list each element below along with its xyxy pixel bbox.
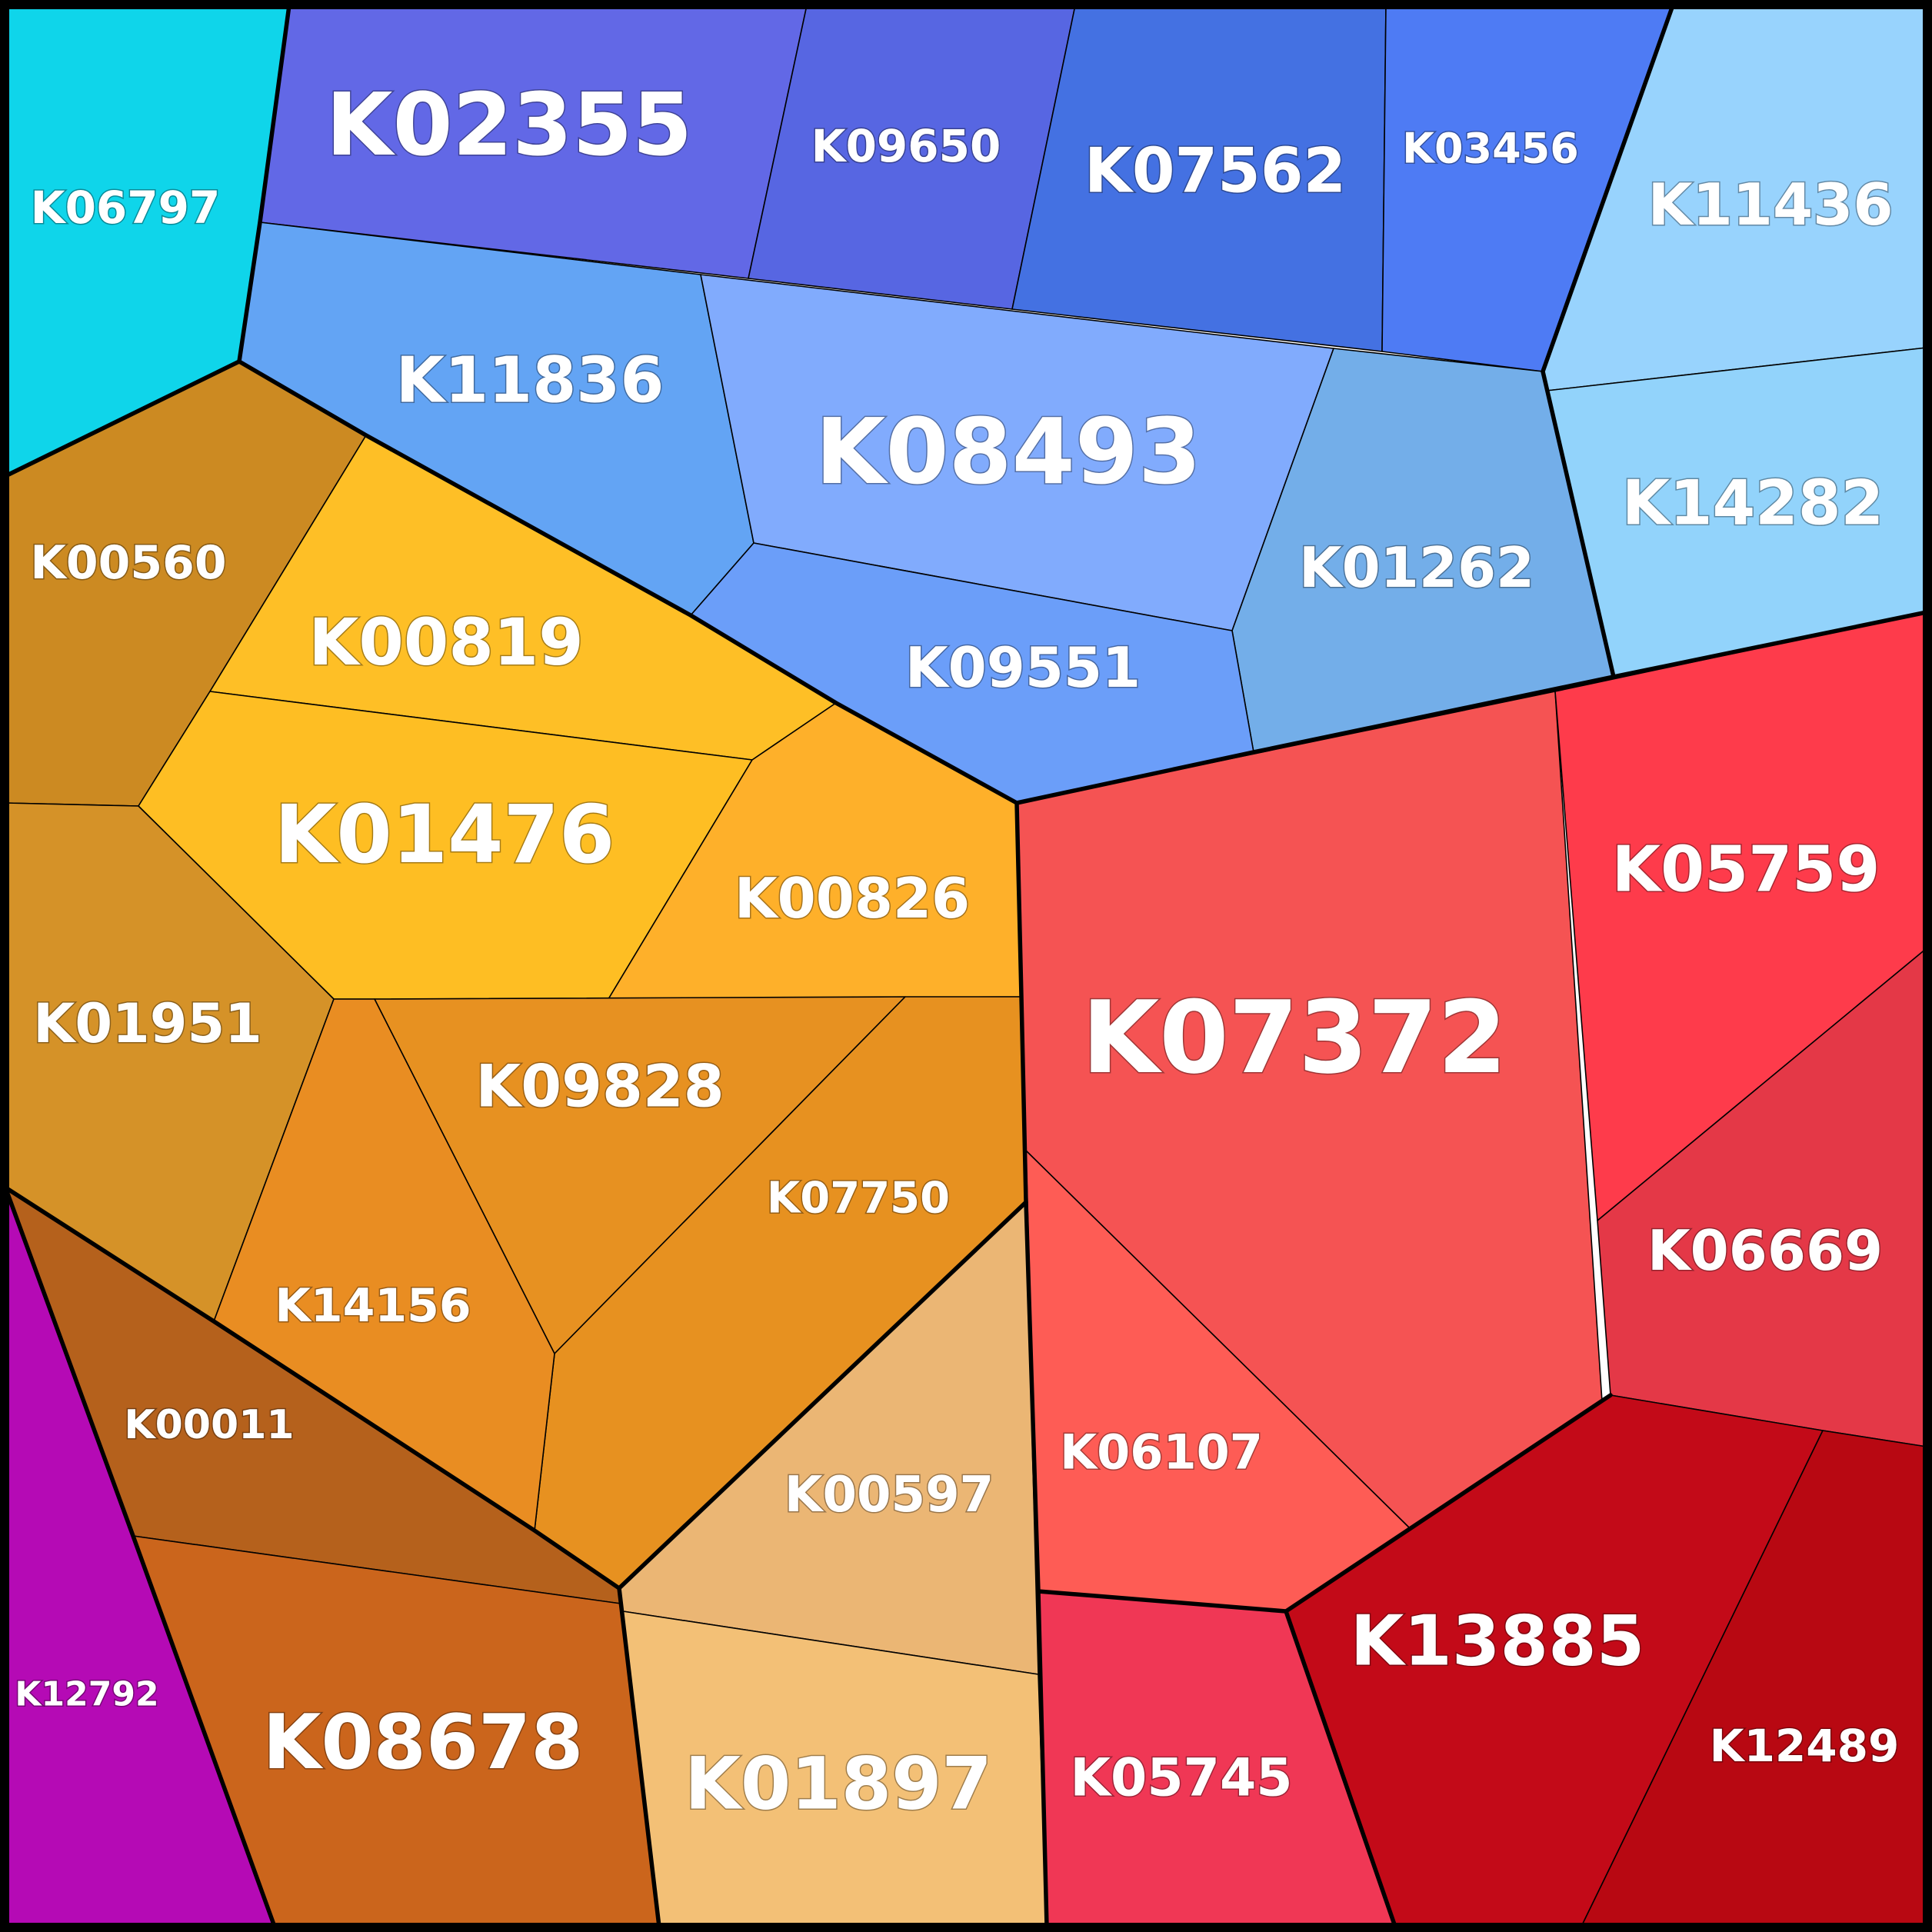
label-K01951: K01951: [33, 992, 262, 1055]
group-border-blue-red: [1014, 610, 1929, 805]
group-border-blue-orange: [237, 359, 1019, 805]
label-K06107: K06107: [1060, 1424, 1263, 1481]
label-K06797: K06797: [31, 182, 221, 234]
label-K01262: K01262: [1299, 535, 1534, 600]
label-K00819: K00819: [308, 605, 583, 680]
label-K02355: K02355: [326, 75, 692, 175]
label-K08493: K08493: [815, 398, 1201, 505]
label-K05745: K05745: [1070, 1748, 1292, 1809]
cell-K14156[interactable]: [213, 998, 555, 1531]
label-K07750: K07750: [767, 1174, 950, 1224]
label-K07372: K07372: [1081, 979, 1507, 1096]
label-K00597: K00597: [784, 1467, 994, 1524]
label-K14282: K14282: [1622, 468, 1884, 539]
group-border-red-sub-b: [1284, 1393, 1613, 1614]
label-K09828: K09828: [475, 1052, 724, 1121]
label-K09650: K09650: [811, 120, 1001, 172]
label-K05759: K05759: [1612, 834, 1880, 907]
group-border-purple: [3, 1185, 277, 1929]
label-K06669: K06669: [1647, 1218, 1883, 1283]
group-border-orange-sub-a: [3, 1185, 661, 1929]
group-border-blue-sub: [1541, 3, 1675, 679]
label-K00826: K00826: [734, 866, 970, 931]
group-border-cyan: [3, 3, 291, 478]
label-K03456: K03456: [1402, 125, 1579, 173]
group-border-orange-sub-b: [617, 1200, 1028, 1591]
label-K01897: K01897: [685, 1743, 992, 1827]
label-K11436: K11436: [1647, 171, 1893, 238]
label-K13885: K13885: [1351, 1601, 1645, 1682]
label-K12792: K12792: [15, 1675, 158, 1714]
label-K00011: K00011: [124, 1402, 294, 1448]
label-K07562: K07562: [1084, 135, 1346, 207]
label-K01476: K01476: [275, 788, 615, 881]
label-K14156: K14156: [275, 1279, 471, 1333]
label-K09551: K09551: [905, 635, 1141, 700]
label-K11836: K11836: [396, 345, 665, 418]
label-K12489: K12489: [1710, 1720, 1900, 1772]
label-K00560: K00560: [30, 536, 226, 590]
label-K08678: K08678: [263, 1699, 584, 1787]
